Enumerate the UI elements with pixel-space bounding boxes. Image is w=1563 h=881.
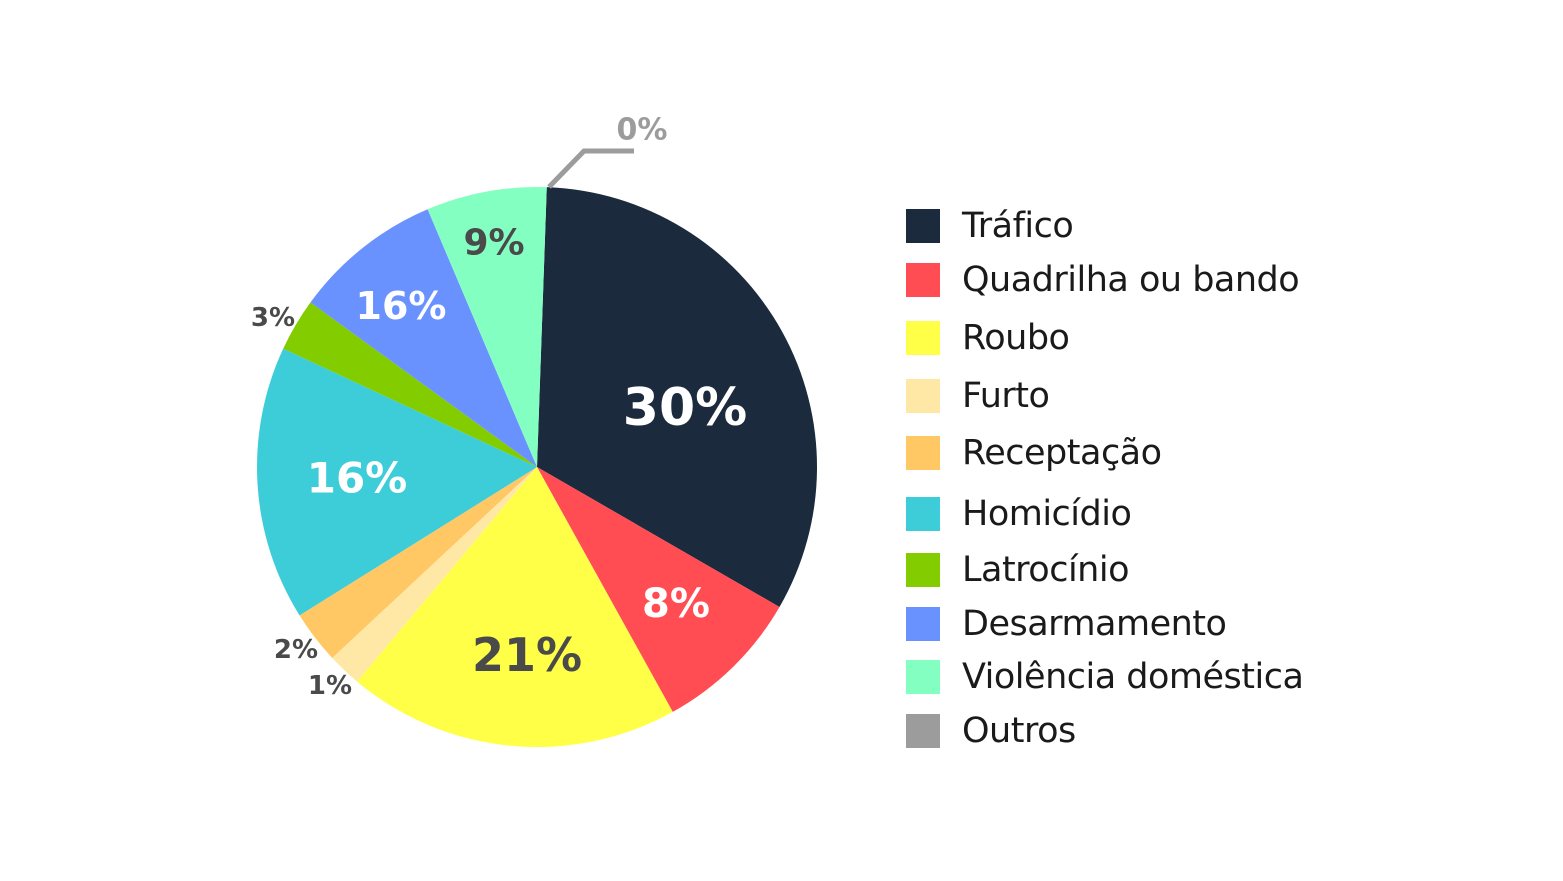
- pie-slice-trafico: [537, 187, 818, 608]
- legend-swatch: [906, 714, 940, 748]
- legend-label: Quadrilha ou bando: [962, 260, 1300, 300]
- slice-label: 9%: [463, 223, 524, 264]
- legend-item-violencia-domestica: Violência doméstica: [906, 657, 1304, 697]
- legend-swatch: [906, 209, 940, 243]
- legend-swatch: [906, 553, 940, 587]
- pie-slice-desarmamento: [310, 209, 537, 467]
- legend-label: Furto: [962, 376, 1050, 416]
- legend-item-homicidio: Homicídio: [906, 494, 1132, 534]
- legend-swatch: [906, 607, 940, 641]
- legend-item-outros: Outros: [906, 711, 1076, 751]
- pie-slice-violencia-domestica: [427, 186, 547, 467]
- legend-label: Latrocínio: [962, 550, 1130, 590]
- legend-label: Roubo: [962, 318, 1070, 358]
- legend-label: Desarmamento: [962, 604, 1227, 644]
- slice-label: 16%: [356, 284, 447, 328]
- slice-label: 16%: [307, 454, 408, 503]
- legend-label: Tráfico: [962, 206, 1074, 246]
- outros-leader-line: [547, 148, 634, 189]
- pie-slice-quadrilha-ou-bando: [537, 467, 780, 712]
- pie-slice-roubo: [357, 467, 673, 747]
- legend-item-trafico: Tráfico: [906, 206, 1074, 246]
- pie-slice-furto: [332, 467, 537, 682]
- slice-label: 30%: [623, 378, 747, 438]
- pie-slice-homicidio: [256, 348, 537, 616]
- slice-label: 3%: [251, 303, 295, 333]
- legend-label: Receptação: [962, 433, 1162, 473]
- legend-item-roubo: Roubo: [906, 318, 1070, 358]
- pie-slice-receptacao: [299, 467, 537, 658]
- pie-slice-latrocinio: [283, 302, 537, 467]
- legend-swatch: [906, 321, 940, 355]
- legend-label: Homicídio: [962, 494, 1132, 534]
- slice-label: 0%: [617, 113, 668, 148]
- legend-item-furto: Furto: [906, 376, 1050, 416]
- legend-item-desarmamento: Desarmamento: [906, 604, 1227, 644]
- legend-item-quadrilha: Quadrilha ou bando: [906, 260, 1300, 300]
- legend-item-receptacao: Receptação: [906, 433, 1162, 473]
- slice-label: 8%: [642, 581, 710, 627]
- slice-label: 21%: [472, 628, 582, 682]
- legend-swatch: [906, 263, 940, 297]
- legend-swatch: [906, 379, 940, 413]
- slice-label: 2%: [274, 635, 318, 665]
- legend-label: Outros: [962, 711, 1076, 751]
- legend-item-latrocinio: Latrocínio: [906, 550, 1130, 590]
- slice-labels: 30% 8% 21% 1% 2% 16% 3% 16% 9% 0%: [251, 113, 747, 702]
- slice-label: 1%: [308, 671, 352, 701]
- legend-label: Violência doméstica: [962, 657, 1304, 697]
- legend-swatch: [906, 660, 940, 694]
- legend-swatch: [906, 436, 940, 470]
- legend-swatch: [906, 497, 940, 531]
- pie-slices: [256, 186, 818, 747]
